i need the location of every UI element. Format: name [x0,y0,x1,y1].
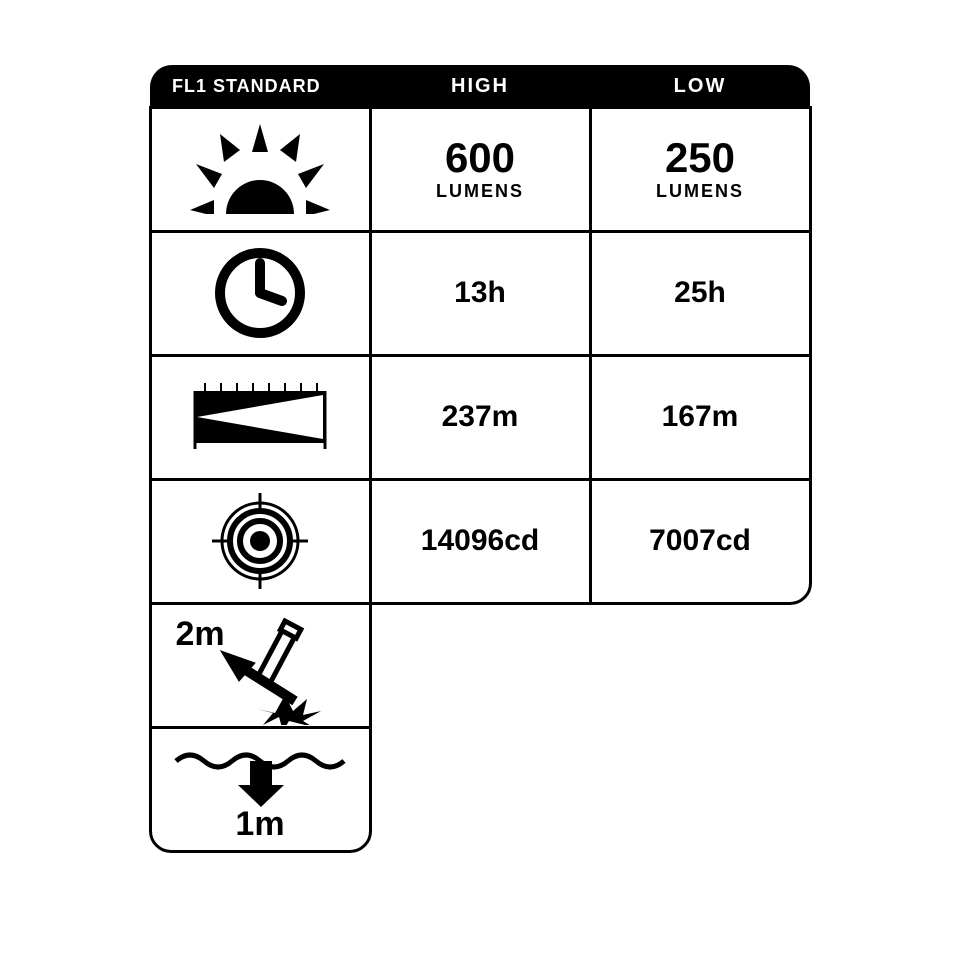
header-low-text: LOW [674,75,727,98]
intensity-high-cell: 14096cd [369,478,592,605]
empty-cell [370,603,590,727]
empty-cell [590,727,810,851]
runtime-low-value: 25h [674,278,726,308]
distance-high-value: 237m [442,402,519,432]
spec-grid: 600 LUMENS 250 LUMENS 13h 25h [150,107,810,603]
header-low: LOW [590,65,810,107]
impact-label: 2m [176,615,225,654]
fl1-spec-card: FL1 STANDARD HIGH LOW [150,65,810,851]
lumens-low-value: 250 [665,137,735,179]
water-label: 1m [152,805,369,844]
header-high: HIGH [370,65,590,107]
impact-row: 2m [150,603,810,727]
empty-cell [370,727,590,851]
clock-icon [149,230,372,357]
runtime-low-cell: 25h [589,230,812,357]
sun-burst-icon [149,106,372,233]
empty-cell [590,603,810,727]
header-standard-text: FL1 STANDARD [172,76,321,97]
intensity-low-value: 7007cd [649,526,751,556]
lumens-low-cell: 250 LUMENS [589,106,812,233]
lumens-low-unit: LUMENS [656,181,744,202]
distance-high-cell: 237m [369,354,592,481]
header-standard: FL1 STANDARD [150,65,370,107]
runtime-high-cell: 13h [369,230,592,357]
impact-icon: 2m [149,602,372,729]
distance-low-cell: 167m [589,354,812,481]
header-high-text: HIGH [451,75,509,98]
lumens-high-value: 600 [445,137,515,179]
intensity-high-value: 14096cd [421,526,539,556]
distance-low-value: 167m [662,402,739,432]
intensity-low-cell: 7007cd [589,478,812,605]
header-row: FL1 STANDARD HIGH LOW [150,65,810,107]
beam-icon [149,354,372,481]
water-icon: 1m [149,726,372,853]
water-row: 1m [150,727,810,851]
lumens-high-unit: LUMENS [436,181,524,202]
target-icon [149,478,372,605]
runtime-high-value: 13h [454,278,506,308]
lumens-high-cell: 600 LUMENS [369,106,592,233]
